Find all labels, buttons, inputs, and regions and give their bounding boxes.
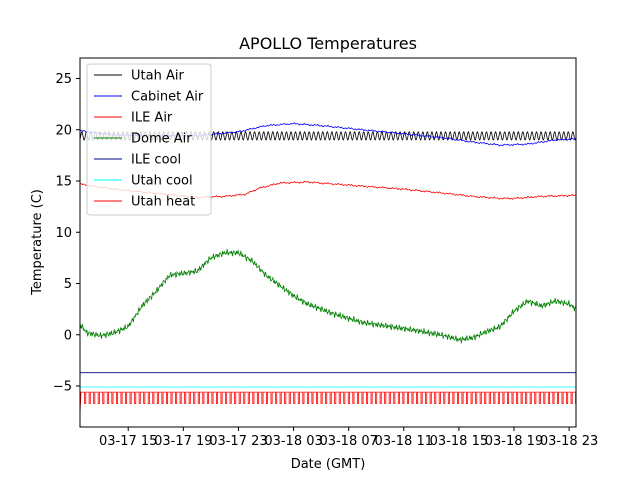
x-tick-label: 03-17 23 bbox=[209, 434, 267, 449]
legend-label-cabinet-air: Cabinet Air bbox=[131, 90, 204, 105]
legend: Utah Air Cabinet Air ILE Air Dome Air ILE co… bbox=[86, 63, 212, 216]
x-tick-label: 03-18 23 bbox=[540, 434, 598, 449]
y-axis-label: Temperature (C) bbox=[30, 189, 45, 296]
y-tick-label: 0 bbox=[64, 328, 72, 343]
legend-label-ile-cool: ILE cool bbox=[131, 153, 181, 168]
legend-label-utah-heat: Utah heat bbox=[131, 195, 195, 210]
x-tick-label: 03-18 07 bbox=[319, 434, 377, 449]
y-tick-label: 25 bbox=[55, 72, 72, 87]
x-tick-label: 03-17 15 bbox=[99, 434, 157, 449]
plot-frame bbox=[79, 57, 577, 428]
y-tick-label: −5 bbox=[53, 380, 72, 395]
y-axis: −5 0 5 10 15 20 25 bbox=[53, 72, 80, 395]
legend-label-ile-air: ILE Air bbox=[131, 111, 173, 126]
chart-title: APOLLO Temperatures bbox=[239, 34, 417, 53]
legend-box bbox=[86, 63, 212, 216]
x-tick-label: 03-18 15 bbox=[430, 434, 488, 449]
x-tick-label: 03-18 19 bbox=[485, 434, 543, 449]
y-tick-label: 15 bbox=[55, 175, 72, 190]
legend-label-utah-air: Utah Air bbox=[131, 69, 184, 84]
legend-label-utah-cool: Utah cool bbox=[131, 174, 193, 189]
x-axis-label: Date (GMT) bbox=[291, 457, 366, 472]
y-tick-label: 20 bbox=[55, 123, 72, 138]
x-tick-label: 03-17 19 bbox=[154, 434, 212, 449]
series-line-dome-air bbox=[80, 248, 576, 344]
x-tick-label: 03-18 03 bbox=[264, 434, 322, 449]
y-tick-label: 10 bbox=[55, 226, 72, 241]
y-tick-label: 5 bbox=[64, 277, 72, 292]
x-tick-label: 03-18 11 bbox=[375, 434, 433, 449]
series-line-utah-heat bbox=[80, 391, 576, 414]
legend-label-dome-air: Dome Air bbox=[131, 132, 192, 147]
